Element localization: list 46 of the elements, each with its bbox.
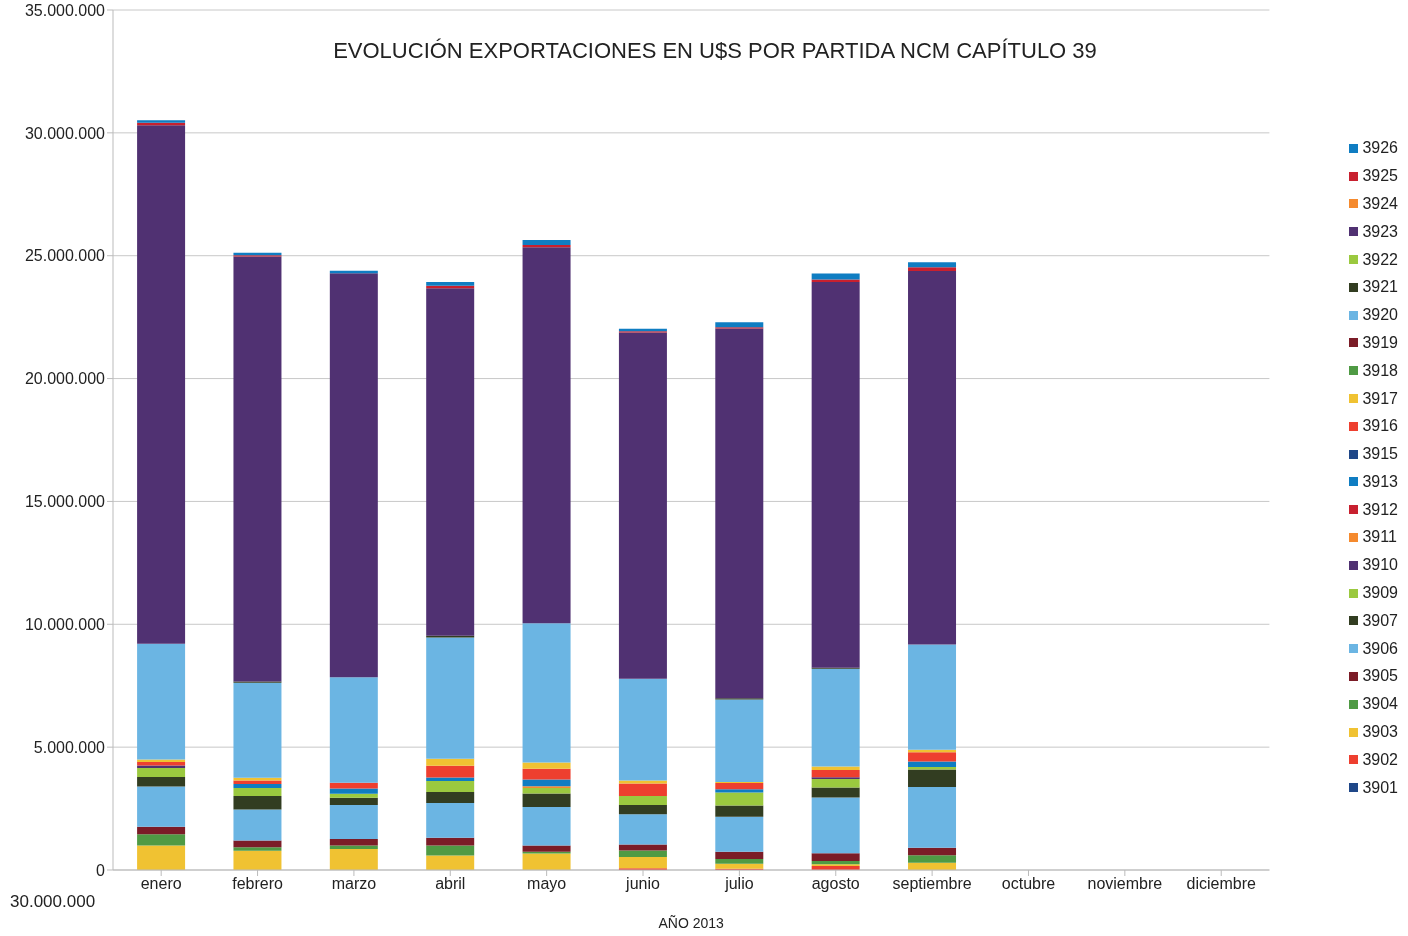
x-tick-label: enero [140, 875, 182, 893]
legend-label: 3917 [1362, 389, 1398, 408]
x-tick-label: marzo [331, 875, 377, 893]
x-tick-label: mayo [527, 875, 567, 893]
legend-label: 3915 [1362, 445, 1398, 464]
legend-label: 3905 [1362, 667, 1398, 686]
y-tick-label: 35.000.000 [24, 1, 106, 19]
y-tick-label: 25.000.000 [24, 247, 106, 265]
legend-label: 3913 [1362, 472, 1398, 491]
y-tick-label: 0 [96, 861, 106, 879]
x-tick-label: abril [435, 875, 466, 893]
legend-label: 3902 [1362, 750, 1398, 769]
legend-label: 3907 [1362, 611, 1398, 630]
x-tick-label: agosto [811, 875, 860, 893]
x-tick-label: noviembre [1087, 875, 1163, 893]
x-tick-label: octubre [1001, 875, 1056, 893]
legend-label: 3909 [1362, 584, 1398, 603]
x-tick-label: julio [724, 875, 754, 893]
y-tick-label: 15.000.000 [24, 493, 106, 511]
legend-label: 3912 [1362, 500, 1398, 519]
legend-label: 3920 [1362, 306, 1398, 325]
legend-label: 3918 [1362, 361, 1398, 380]
x-tick-label: junio [625, 875, 661, 893]
x-tick-label: febrero [232, 875, 283, 893]
y-tick-label: 5.000.000 [33, 738, 106, 756]
legend-label: 3916 [1362, 417, 1398, 436]
legend-label: 3906 [1362, 639, 1398, 658]
legend-label: 3925 [1362, 167, 1398, 186]
legend-label: 3910 [1362, 556, 1398, 575]
y-tick-label: 20.000.000 [24, 370, 106, 388]
x-tick-label: diciembre [1186, 875, 1256, 893]
legend-label: 3919 [1362, 333, 1398, 352]
legend-label: 3923 [1362, 222, 1398, 241]
x-axis-title: AÑO 2013 [658, 915, 725, 931]
legend-label: 3926 [1362, 139, 1398, 158]
x-tick-label: septiembre [892, 875, 972, 893]
legend-label: 3901 [1362, 778, 1398, 797]
legend-label: 3924 [1362, 194, 1398, 213]
legend-label: 3904 [1362, 695, 1398, 714]
legend-label: 3903 [1362, 723, 1398, 742]
y-tick-label: 30.000.000 [24, 124, 106, 142]
text: EVOLUCIÓN EXPORTACIONES EN U$S POR PARTIDA NCM CAPÍTULO 39 [332, 38, 1098, 64]
legend-label: 3922 [1362, 250, 1398, 269]
legend-label: 3911 [1362, 528, 1397, 547]
y-tick-label: 10.000.000 [24, 615, 106, 633]
legend-label: 3921 [1362, 278, 1398, 297]
